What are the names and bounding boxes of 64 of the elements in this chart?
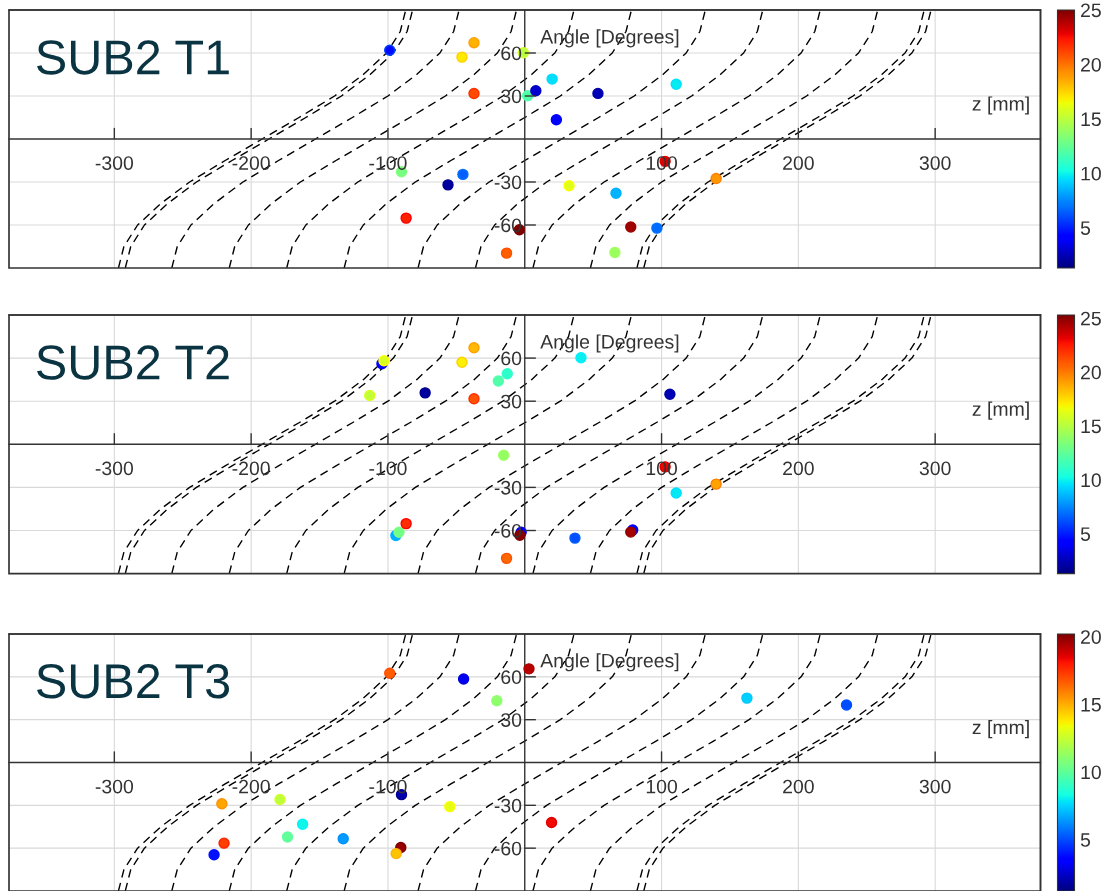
x-tick-label: 300 [919,779,951,794]
line-series [417,315,707,574]
x-tick-label: -300 [95,779,134,794]
line-series [171,634,460,891]
x-tick-label: -100 [369,156,407,170]
x-tick-label: -300 [95,461,134,476]
x-tick-label: 200 [783,461,814,476]
line-series [171,315,460,574]
x-tick-label: -300 [95,156,134,170]
color-bar-label: 15 [1081,419,1101,434]
line-series [171,10,460,268]
y-tick-label: -30 [494,798,522,813]
x-axis-title: z [mm] [972,401,1029,420]
line-series [474,315,764,574]
line-series [417,634,707,891]
x-tick-label: -100 [369,779,407,794]
x-tick-label: 100 [646,779,678,794]
chart-title: SUB2 T3 [37,664,230,699]
line-series [532,10,821,268]
y-tick-label: 30 [501,394,522,409]
color-bar-label: 5 [1080,527,1091,541]
x-tick-label: -200 [232,461,270,476]
y-tick-label: 30 [501,713,522,727]
color-bar-label: 15 [1081,698,1101,712]
y-axis-title: Angle [Degrees] [540,334,679,353]
color-bar-label: 20 [1081,365,1101,380]
y-axis-title: Angle [Degrees] [540,29,679,48]
line-series [589,315,879,574]
y-tick-label: -60 [494,841,522,856]
line-series [474,634,764,891]
x-axis-title: z [mm] [972,96,1029,115]
color-bar-label: 10 [1081,166,1101,181]
line-series [417,10,707,268]
x-axis-title: z [mm] [972,720,1029,739]
line-series [589,10,879,268]
color-bar-label: 20 [1081,630,1101,644]
y-tick-label: -30 [494,175,522,190]
line-series [589,634,879,891]
y-tick-label: 30 [501,89,522,104]
chart-title: SUB2 T1 [37,40,229,75]
y-tick-label: -30 [494,480,522,495]
color-bar-label: 5 [1080,833,1091,847]
chart-title: SUB2 T2 [37,345,229,380]
line-series [532,634,821,891]
color-bar-label: 25 [1081,3,1101,18]
x-tick-label: 300 [919,461,951,476]
x-tick-label: -100 [369,461,407,476]
y-tick-label: -60 [494,218,522,233]
color-bar-label: 10 [1081,473,1101,488]
y-axis-title: Angle [Degrees] [540,653,679,672]
color-bar-label: 10 [1081,765,1101,780]
x-tick-label: -200 [232,156,270,170]
line-series [532,315,821,574]
color-bar-label: 15 [1081,112,1101,127]
color-bar-label: 20 [1081,57,1101,72]
color-bar-label: 5 [1080,221,1091,235]
color-bar-label: 25 [1081,311,1101,326]
y-tick-label: 60 [501,351,522,366]
x-tick-label: 200 [783,156,814,170]
x-tick-label: 200 [783,779,814,794]
y-tick-label: 60 [501,670,522,685]
x-tick-label: -200 [232,779,270,794]
line-series [474,10,764,268]
x-tick-label: 300 [919,156,951,170]
